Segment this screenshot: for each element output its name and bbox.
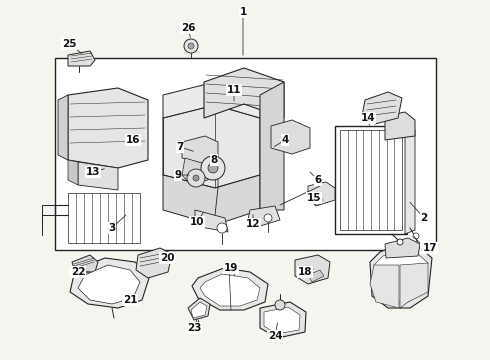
Polygon shape	[68, 51, 95, 66]
Text: 19: 19	[224, 263, 238, 273]
Polygon shape	[188, 298, 210, 320]
Polygon shape	[72, 255, 98, 272]
Polygon shape	[204, 68, 284, 118]
Text: 18: 18	[298, 267, 312, 277]
Text: 1: 1	[240, 7, 246, 17]
Circle shape	[413, 233, 419, 239]
Bar	[55, 58, 436, 250]
Polygon shape	[78, 162, 118, 190]
Text: 8: 8	[210, 155, 218, 165]
Text: 12: 12	[246, 219, 260, 229]
Circle shape	[397, 239, 403, 245]
Polygon shape	[362, 92, 402, 124]
Polygon shape	[58, 95, 68, 160]
Text: 2: 2	[420, 213, 428, 223]
Polygon shape	[163, 82, 260, 118]
Bar	[340, 130, 402, 230]
Circle shape	[312, 195, 322, 205]
Polygon shape	[264, 307, 300, 334]
Polygon shape	[374, 250, 428, 302]
Polygon shape	[308, 182, 335, 206]
Text: 23: 23	[187, 323, 201, 333]
Text: 5: 5	[420, 243, 428, 253]
Text: 24: 24	[268, 331, 282, 341]
Text: 14: 14	[361, 113, 375, 123]
Polygon shape	[68, 88, 148, 168]
Text: 17: 17	[423, 243, 437, 253]
Text: 25: 25	[62, 39, 76, 49]
Circle shape	[188, 43, 194, 49]
Polygon shape	[370, 244, 432, 308]
Circle shape	[201, 156, 225, 180]
Text: 13: 13	[86, 167, 100, 177]
Polygon shape	[260, 82, 284, 210]
Polygon shape	[385, 112, 415, 140]
Polygon shape	[260, 302, 306, 338]
Bar	[68, 193, 140, 243]
Polygon shape	[271, 120, 310, 154]
Polygon shape	[70, 258, 150, 308]
Text: 11: 11	[227, 85, 241, 95]
Text: 22: 22	[71, 267, 85, 277]
Bar	[335, 126, 407, 234]
Text: 6: 6	[315, 175, 321, 185]
Polygon shape	[370, 265, 399, 308]
Text: 16: 16	[126, 135, 140, 145]
Polygon shape	[78, 265, 140, 304]
Circle shape	[217, 223, 227, 233]
Polygon shape	[192, 268, 268, 310]
Polygon shape	[308, 270, 324, 282]
Circle shape	[184, 39, 198, 53]
Polygon shape	[400, 263, 428, 308]
Polygon shape	[136, 248, 172, 278]
Text: 15: 15	[307, 193, 321, 203]
Text: 7: 7	[176, 142, 184, 152]
Polygon shape	[248, 206, 280, 226]
Text: 21: 21	[123, 295, 137, 305]
Text: 4: 4	[281, 135, 289, 145]
Polygon shape	[182, 136, 218, 164]
Text: 9: 9	[174, 170, 182, 180]
Text: 10: 10	[190, 217, 204, 227]
Polygon shape	[163, 175, 260, 225]
Circle shape	[193, 175, 199, 181]
Circle shape	[208, 163, 218, 173]
Polygon shape	[385, 238, 420, 258]
Circle shape	[264, 214, 272, 222]
Text: 20: 20	[160, 253, 174, 263]
Circle shape	[275, 300, 285, 310]
Polygon shape	[163, 105, 260, 188]
Polygon shape	[195, 210, 228, 232]
Polygon shape	[182, 158, 208, 184]
Polygon shape	[405, 126, 415, 234]
Polygon shape	[68, 160, 78, 185]
Circle shape	[187, 169, 205, 187]
Polygon shape	[295, 255, 330, 284]
Text: 26: 26	[181, 23, 195, 33]
Text: 3: 3	[108, 223, 116, 233]
Polygon shape	[200, 274, 260, 306]
Polygon shape	[191, 302, 207, 318]
